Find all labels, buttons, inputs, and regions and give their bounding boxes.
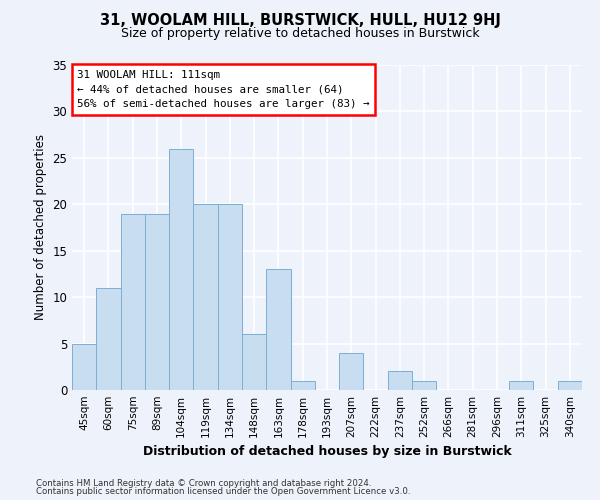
Text: Contains HM Land Registry data © Crown copyright and database right 2024.: Contains HM Land Registry data © Crown c… — [36, 478, 371, 488]
Bar — [169, 148, 193, 390]
Bar — [121, 214, 145, 390]
Bar — [218, 204, 242, 390]
Bar — [509, 380, 533, 390]
Bar — [412, 380, 436, 390]
Bar — [388, 372, 412, 390]
Text: 31 WOOLAM HILL: 111sqm
← 44% of detached houses are smaller (64)
56% of semi-det: 31 WOOLAM HILL: 111sqm ← 44% of detached… — [77, 70, 370, 110]
Bar — [96, 288, 121, 390]
Bar — [290, 380, 315, 390]
Text: 31, WOOLAM HILL, BURSTWICK, HULL, HU12 9HJ: 31, WOOLAM HILL, BURSTWICK, HULL, HU12 9… — [100, 12, 500, 28]
Bar — [266, 270, 290, 390]
Text: Contains public sector information licensed under the Open Government Licence v3: Contains public sector information licen… — [36, 487, 410, 496]
Y-axis label: Number of detached properties: Number of detached properties — [34, 134, 47, 320]
Text: Size of property relative to detached houses in Burstwick: Size of property relative to detached ho… — [121, 28, 479, 40]
Bar — [242, 334, 266, 390]
Bar — [72, 344, 96, 390]
Bar — [193, 204, 218, 390]
Bar — [145, 214, 169, 390]
Bar — [339, 353, 364, 390]
X-axis label: Distribution of detached houses by size in Burstwick: Distribution of detached houses by size … — [143, 446, 511, 458]
Bar — [558, 380, 582, 390]
